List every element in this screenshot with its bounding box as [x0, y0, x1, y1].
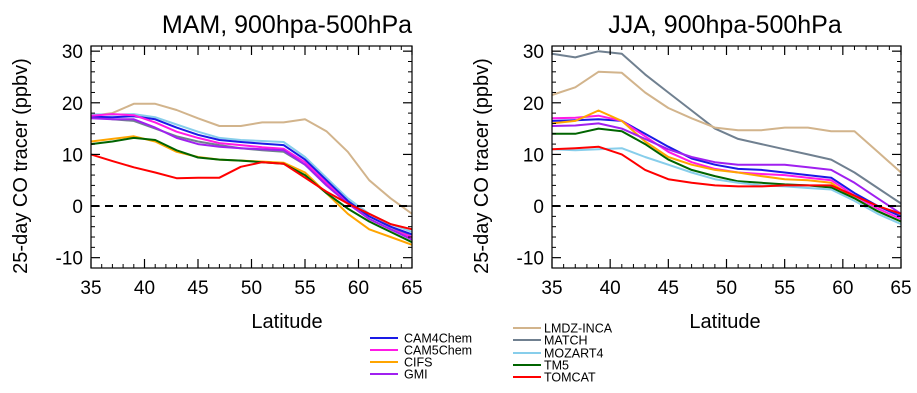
legend-label: TOMCAT: [544, 371, 596, 385]
x-tick-label: 60: [348, 278, 369, 299]
y-tick-label: -10: [56, 249, 83, 270]
y-tick-label: 30: [62, 42, 83, 63]
series-line-gmi: [551, 122, 902, 215]
legend-label: LMDZ-INCA: [544, 322, 613, 336]
legend: CAM4Chem CAM5Chem CIFS GMI LMDZ-INCA MAT…: [370, 322, 613, 385]
plot-area: [90, 102, 413, 246]
legend-label: CIFS: [404, 356, 432, 370]
jja-y-axis-label: 25-day CO tracer (ppbv): [471, 58, 493, 274]
plot-frame: [551, 45, 902, 269]
x-tick-label: 50: [716, 278, 737, 299]
legend-label: MATCH: [544, 334, 588, 348]
x-tick-label: 35: [80, 278, 101, 299]
x-tick-label: 55: [774, 278, 795, 299]
x-tick-label: 60: [832, 278, 853, 299]
legend-label: CAM4Chem: [404, 332, 472, 346]
y-tick-label: 10: [523, 145, 544, 166]
x-tick-label: 65: [890, 278, 911, 299]
x-tick-label: 50: [241, 278, 262, 299]
x-tick-label: 65: [401, 278, 422, 299]
mam-x-axis-label: Latitude: [251, 311, 322, 333]
series-line-mozart4: [551, 147, 902, 226]
plot-area: [551, 50, 902, 226]
y-tick-label: -10: [517, 249, 544, 270]
y-tick-label: 30: [523, 42, 544, 63]
x-tick-label: 55: [294, 278, 315, 299]
legend-entry-cam5chem: CAM5Chem: [370, 344, 472, 358]
x-tick-label: 40: [600, 278, 621, 299]
series-line-cam4chem: [90, 115, 413, 236]
mam-panel: MAM, 900hpa-500hPa Latitude 25-day CO tr…: [10, 11, 423, 333]
y-tick-label: 20: [62, 94, 83, 115]
legend-label: MOZART4: [544, 347, 604, 361]
jja-x-axis-label: Latitude: [689, 311, 760, 333]
x-tick-label: 35: [541, 278, 562, 299]
x-tick-label: 40: [134, 278, 155, 299]
series-line-tomcat: [551, 145, 902, 215]
series-line-lmdz-inca: [90, 102, 413, 215]
y-tick-label: 0: [533, 197, 544, 218]
series-line-cam4chem: [551, 118, 902, 218]
legend-label: TM5: [544, 359, 569, 373]
legend-entry-gmi: GMI: [370, 368, 428, 382]
legend-label: CAM5Chem: [404, 344, 472, 358]
legend-entry-cifs: CIFS: [370, 356, 432, 370]
series-line-tomcat: [90, 153, 413, 231]
jja-chart-title: JJA, 900hpa-500hPa: [608, 11, 842, 39]
series-line-lmdz-inca: [551, 70, 902, 174]
legend-entry-match: MATCH: [513, 334, 588, 348]
legend-entry-tomcat: TOMCAT: [513, 371, 596, 385]
mam-y-axis-label: 25-day CO tracer (ppbv): [10, 58, 32, 274]
y-tick-label: 0: [72, 197, 83, 218]
y-tick-label: 20: [523, 94, 544, 115]
plot-frame: [90, 45, 413, 269]
x-tick-label: 45: [658, 278, 679, 299]
legend-entry-lmdz-inca: LMDZ-INCA: [513, 322, 613, 336]
series-line-tm5: [90, 136, 413, 244]
legend-entry-mozart4: MOZART4: [513, 347, 604, 361]
series-line-gmi: [90, 117, 413, 241]
jja-panel: JJA, 900hpa-500hPa Latitude 25-day CO tr…: [471, 11, 912, 333]
legend-label: GMI: [404, 368, 428, 382]
mam-chart-title: MAM, 900hpa-500hPa: [162, 11, 412, 39]
series-line-cifs: [90, 135, 413, 246]
series-line-tm5: [552, 127, 902, 223]
x-tick-label: 45: [187, 278, 208, 299]
legend-entry-tm5: TM5: [513, 359, 569, 373]
y-tick-label: 10: [62, 145, 83, 166]
legend-entry-cam4chem: CAM4Chem: [370, 332, 472, 346]
